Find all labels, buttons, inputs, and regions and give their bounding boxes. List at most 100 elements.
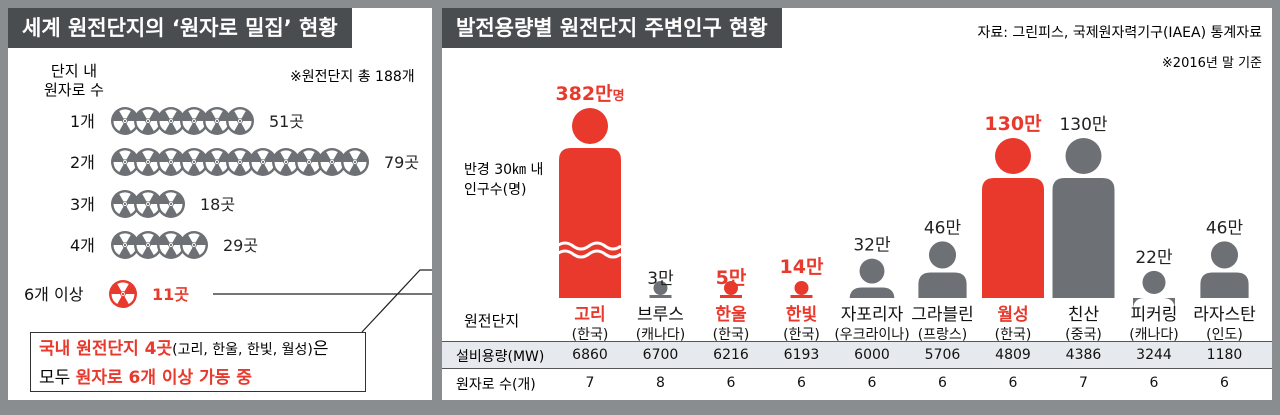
reactor-count: 6 xyxy=(1009,375,1018,391)
site-row-label: 원전단지 xyxy=(464,312,520,330)
radiation-icon xyxy=(341,148,369,176)
population-label: 382만명 xyxy=(555,83,624,105)
radiation-icon xyxy=(180,231,208,259)
radiation-icon xyxy=(157,231,185,259)
row-label: 6개 이상 xyxy=(24,285,84,304)
site-country: (우크라이나) xyxy=(834,327,909,343)
site-country: (인도) xyxy=(1206,327,1243,343)
reactor-count: 6 xyxy=(727,375,736,391)
site-name: 브루스 xyxy=(637,305,684,325)
axis-break-wave xyxy=(556,249,622,259)
row-label: 3개 xyxy=(70,195,95,214)
reactor-count: 7 xyxy=(1079,375,1088,391)
site-name: 친산 xyxy=(1068,305,1100,325)
reactor-count: 6 xyxy=(868,375,877,391)
figure-head xyxy=(1065,138,1102,174)
population-bar: 130만 xyxy=(1052,115,1115,298)
density-row: 3개 18곳 xyxy=(70,190,235,218)
radiation-icon xyxy=(134,190,162,218)
source-note: 자료: 그린피스, 국제원자력기구(IAEA) 통계자료 xyxy=(977,25,1262,41)
row-label: 2개 xyxy=(70,153,95,172)
site-country: (캐나다) xyxy=(636,327,686,343)
site-country: (한국) xyxy=(713,327,750,343)
site-country: (한국) xyxy=(783,327,820,343)
capacity-value: 6860 xyxy=(572,347,608,363)
capacity-value: 3244 xyxy=(1136,347,1172,363)
row-label: 1개 xyxy=(70,112,95,131)
capacity-value: 6216 xyxy=(713,347,749,363)
site-name: 피커링 xyxy=(1131,305,1178,325)
figure-body xyxy=(1133,297,1175,310)
capacity-value: 4386 xyxy=(1066,347,1102,363)
total-note: ※원전단지 총 188개 xyxy=(290,69,415,85)
radiation-icon xyxy=(134,107,162,135)
capacity-value: 1180 xyxy=(1207,347,1243,363)
radiation-icon xyxy=(111,231,139,259)
row-count: 18곳 xyxy=(200,195,235,214)
figure-head xyxy=(1210,241,1239,269)
radiation-icon xyxy=(272,148,300,176)
figure-head xyxy=(859,258,885,284)
left-panel-title: 세계 원전단지의 ‘원자로 밀집’ 현황 xyxy=(8,8,352,48)
figure-body xyxy=(1200,272,1249,298)
radiation-icon xyxy=(111,148,139,176)
radiation-icon xyxy=(203,148,231,176)
left-panel: 세계 원전단지의 ‘원자로 밀집’ 현황 단지 내 원자로 수 ※원전단지 총 … xyxy=(8,8,432,400)
density-row: 6개 이상 11곳 xyxy=(24,280,189,308)
reactor-count: 6 xyxy=(1150,375,1159,391)
population-bar: 3만 xyxy=(647,269,674,298)
site-name: 라자스탄 xyxy=(1193,305,1256,325)
capacity-row-band xyxy=(442,341,1272,369)
figure-body xyxy=(1052,178,1115,298)
radiation-icon xyxy=(226,148,254,176)
radiation-icon xyxy=(134,148,162,176)
population-label: 22만 xyxy=(1135,248,1173,268)
population-label: 130만 xyxy=(1059,115,1107,135)
capacity-value: 6193 xyxy=(784,347,820,363)
site-name: 자포리자 xyxy=(841,305,904,325)
population-bar: 32만 xyxy=(849,236,895,300)
figure-head xyxy=(653,281,668,295)
axis-break-wave xyxy=(556,241,622,251)
column-label: 단지 내 원자로 수 xyxy=(44,62,104,99)
figure-body xyxy=(649,295,672,298)
reactor-density-chart: 1개 51곳 2개 79곳 3개 18곳 4개 29곳 6개 이상 11곳 xyxy=(24,107,432,333)
population-bar: 46만 xyxy=(1200,218,1249,298)
radiation-icon xyxy=(249,148,277,176)
reactor-count: 6 xyxy=(797,375,806,391)
capacity-value: 4809 xyxy=(995,347,1031,363)
radiation-icon xyxy=(157,190,185,218)
reactor-count: 6 xyxy=(938,375,947,391)
korea-callout-box: 국내 원전단지 4곳(고리, 한울, 한빛, 월성)은 모두 원자로 6개 이상… xyxy=(30,332,366,392)
row-count: 11곳 xyxy=(152,285,189,304)
capacity-value: 6000 xyxy=(854,347,890,363)
site-country: (한국) xyxy=(572,327,609,343)
population-label: 130만 xyxy=(984,113,1042,135)
site-country: (프랑스) xyxy=(918,327,968,343)
site-name: 한울 xyxy=(715,305,747,325)
right-panel-title: 발전용량별 원전단지 주변인구 현황 xyxy=(442,8,782,48)
connector-line xyxy=(361,269,432,333)
density-row: 4개 29곳 xyxy=(70,231,258,259)
figure-head xyxy=(928,241,957,269)
radiation-icon xyxy=(157,107,185,135)
site-name: 한빛 xyxy=(786,305,817,325)
radiation-icon xyxy=(180,148,208,176)
radiation-icon xyxy=(109,280,137,308)
population-bar: 382만명 xyxy=(555,83,625,298)
population-bar: 14만 xyxy=(780,256,824,298)
figure-head xyxy=(572,108,608,144)
site-country: (중국) xyxy=(1065,327,1102,343)
radiation-icon xyxy=(111,107,139,135)
figure-head xyxy=(1142,270,1166,294)
population-bar: 130만 xyxy=(982,113,1044,298)
radiation-icon xyxy=(111,190,139,218)
row-label: 4개 xyxy=(70,236,95,255)
basis-note: ※2016년 말 기준 xyxy=(1161,56,1262,71)
population-label: 3만 xyxy=(647,269,674,289)
figure-body xyxy=(849,287,895,300)
population-bar: 46만 xyxy=(918,218,967,298)
radiation-icon xyxy=(134,231,162,259)
reactors-row-label: 원자로 수(개) xyxy=(456,377,536,393)
figure-head xyxy=(794,281,809,295)
